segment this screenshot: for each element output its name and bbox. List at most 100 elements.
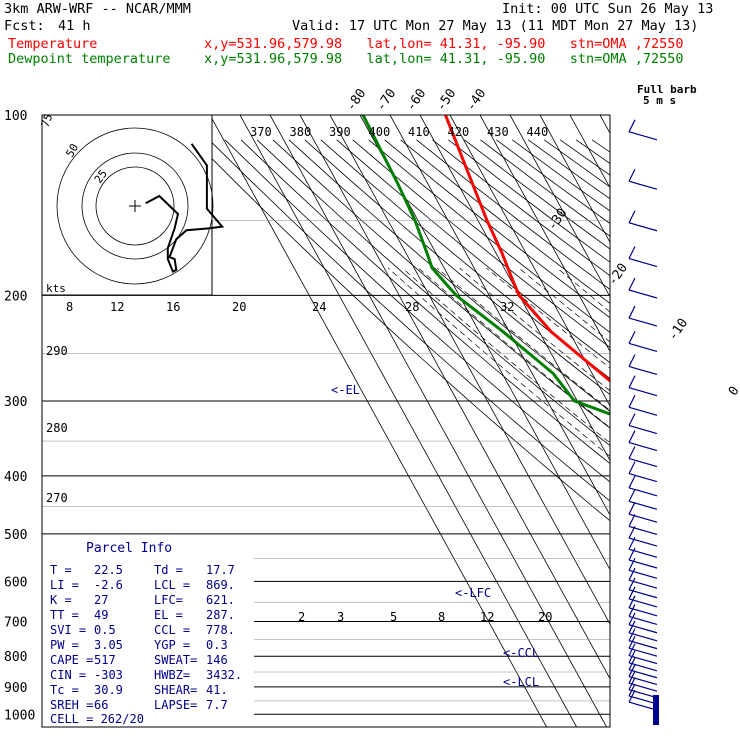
isotherm-line <box>720 115 740 727</box>
dewpoint-legend-label: Dewpoint temperature <box>8 51 171 67</box>
theta-label: 270 <box>46 491 68 505</box>
wind-barb-flag <box>628 489 636 502</box>
parcel-row-value: 287. <box>206 608 235 622</box>
isotherm-line <box>690 115 740 727</box>
hodograph-ring <box>81 152 189 260</box>
moist-adiabat-line <box>402 267 610 444</box>
wind-barb-shaft <box>628 598 658 608</box>
wind-barb-flag <box>628 475 636 489</box>
valid-time: Valid: 17 UTC Mon 27 May 13 (11 MDT Mon … <box>292 18 699 34</box>
wind-barb-shaft <box>628 607 658 617</box>
wind-barb-flag <box>628 604 636 617</box>
parcel-row-label: SREH = <box>50 698 93 712</box>
pressure-tick-label: 400 <box>4 470 27 485</box>
pressure-tick-label: 200 <box>4 289 27 304</box>
sounding-profiles <box>361 115 610 416</box>
wind-barb-shaft <box>628 441 658 452</box>
temperature-tick-label: 0 <box>726 384 740 399</box>
parcel-row-value: -2.6 <box>94 578 123 592</box>
hodograph-axis-label: 24 <box>312 300 326 314</box>
wind-barb-flag <box>628 670 636 684</box>
parcel-info-title: Parcel Info <box>86 541 172 556</box>
parcel-row-label: Tc = <box>50 683 79 697</box>
wind-barb-shaft <box>628 701 658 711</box>
theta-label: 390 <box>329 125 351 139</box>
background-lines <box>192 115 740 727</box>
ccl-annotation: <-CCL <box>503 646 539 660</box>
parcel-row-label: T = <box>50 563 72 577</box>
parcel-row-value: 517 <box>94 653 116 667</box>
pressure-tick-label: 100 <box>4 109 27 124</box>
theta-label: 420 <box>448 125 470 139</box>
wind-barb-shaft <box>628 131 658 141</box>
wind-barb-shaft <box>628 387 658 397</box>
dry-adiabat-line <box>432 139 610 277</box>
wind-barb-shaft <box>628 424 658 435</box>
wind-barb-shaft <box>628 487 658 497</box>
parcel-row-value: 7.7 <box>206 698 228 712</box>
pressure-tick-label: 300 <box>4 395 27 410</box>
moist-adiabat-line <box>556 267 610 313</box>
isotherm-line <box>660 115 740 727</box>
wind-barb-shaft <box>628 615 658 626</box>
wind-barb-shaft <box>628 624 658 634</box>
parcel-row-value: 30.9 <box>94 683 123 697</box>
wind-barb-shaft <box>628 317 658 327</box>
parcel-row-label: K = <box>50 593 72 607</box>
hodograph-axis-label: 20 <box>232 300 246 314</box>
wind-barb-shaft <box>628 365 658 376</box>
pressure-tick-label: 700 <box>4 615 27 630</box>
mixing-ratio-label: 12 <box>480 610 494 624</box>
theta-label: 440 <box>527 125 549 139</box>
parcel-row-label: LAPSE= <box>154 698 197 712</box>
hodograph-ring-label: 25 <box>92 167 110 185</box>
mixing-ratio-label: 3 <box>337 610 344 624</box>
wind-barb-shaft <box>628 342 658 352</box>
model-title: 3km ARW-WRF -- NCAR/MMM <box>4 1 191 17</box>
wind-barb-shaft <box>628 406 658 416</box>
dewpoint-profile-line <box>361 115 610 416</box>
wind-barb-shaft <box>628 589 658 599</box>
dewpoint-location-info: x,y=531.96,579.98 lat,lon= 41.31, -95.90… <box>204 51 684 67</box>
dry-adiabat-line <box>416 139 610 290</box>
parcel-info-box: Parcel Info T = 22.5 Td = 17.7 LI = -2.6 LCL = 8… <box>42 537 254 727</box>
parcel-row-label: SVI = <box>50 623 86 637</box>
theta-label: 280 <box>46 421 68 435</box>
temperature-location-info: x,y=531.96,579.98 lat,lon= 41.31, -95.90… <box>204 36 684 52</box>
dry-adiabat-line <box>256 139 610 447</box>
pressure-tick-label: 1000 <box>4 708 35 723</box>
wind-barb-shaft <box>628 689 658 699</box>
parcel-row-value: 17.7 <box>206 563 235 577</box>
parcel-row-label: SHEAR= <box>154 683 197 697</box>
isotherm-line <box>269 115 607 727</box>
wind-barb-flag <box>628 612 636 626</box>
parcel-row-label: CIN = <box>50 668 86 682</box>
parcel-row-value: 22.5 <box>94 563 123 577</box>
parcel-row-value: 0.5 <box>94 623 116 637</box>
wind-barb-flag <box>628 354 636 367</box>
parcel-row-label: PW = <box>50 638 79 652</box>
wind-barb-flag <box>628 446 636 459</box>
isotherm-line <box>299 115 610 680</box>
wind-barb-flag <box>628 635 636 649</box>
pressure-tick-label: 600 <box>4 575 27 590</box>
pressure-tick-label: 500 <box>4 528 27 543</box>
parcel-row-value: 3.05 <box>94 638 123 652</box>
pressure-tick-label: 900 <box>4 681 27 696</box>
wind-barb-flag <box>628 501 636 515</box>
parcel-row-value: 49 <box>94 608 108 622</box>
wind-barb-flag <box>628 277 636 291</box>
wind-barb-flag <box>628 650 636 664</box>
parcel-cell-value: CELL = 262/20 <box>50 712 144 726</box>
hodograph-frame <box>41 114 213 296</box>
wind-barb-flag <box>628 664 636 677</box>
isotherm-line <box>449 115 610 407</box>
parcel-row-label: YGP = <box>154 638 190 652</box>
pressure-tick-label: 800 <box>4 650 27 665</box>
isotherm-line <box>389 115 610 516</box>
wind-barb-flag <box>628 305 636 319</box>
isotherm-line <box>359 115 610 571</box>
wind-barb-flag <box>628 395 636 408</box>
